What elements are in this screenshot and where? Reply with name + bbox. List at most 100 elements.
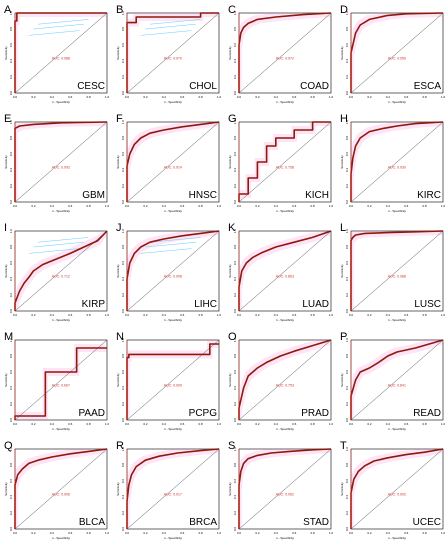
x-tick-label: 0.4 — [162, 422, 167, 426]
confidence-band — [239, 13, 331, 93]
auc-label: AUC: 0.988 — [52, 56, 70, 60]
y-tick-label: 0.2 — [345, 184, 349, 189]
y-tick-label: 1.0 — [9, 229, 13, 234]
cancer-type-label: KICH — [305, 190, 329, 201]
cancer-type-label: PRAD — [301, 408, 329, 419]
y-tick-label: 0.0 — [9, 309, 13, 314]
panel-letter: Q — [4, 440, 13, 452]
y-tick-label: 0.4 — [345, 386, 349, 391]
roc-panel-ucec: T AUC: 0.902 UCEC 0.0 0.2 0.4 0.6 0.8 1.0 0.0 0.2 0… — [340, 440, 445, 540]
roc-curve — [350, 121, 444, 202]
panel-letter: R — [116, 440, 124, 452]
x-tick-label: 0.2 — [143, 531, 148, 535]
x-tick-label: 0.8 — [87, 422, 92, 426]
x-tick-label: 0.2 — [143, 422, 148, 426]
x-axis-label: 1 - Specificity — [164, 427, 182, 431]
y-tick-label: 0.6 — [345, 261, 349, 266]
x-tick-label: 0.8 — [423, 95, 428, 99]
x-tick-label: 0.6 — [180, 204, 185, 208]
y-tick-label: 1.0 — [9, 11, 13, 16]
y-tick-label: 0.6 — [345, 43, 349, 48]
y-tick-label: 0.4 — [9, 59, 13, 64]
panel-letter: O — [228, 331, 237, 343]
cancer-type-label: ESCA — [414, 81, 442, 92]
y-tick-label: 0.2 — [233, 75, 237, 80]
reference-diagonal — [238, 230, 332, 312]
x-tick-label: 0.8 — [311, 313, 316, 317]
x-tick-label: 0.8 — [423, 313, 428, 317]
x-tick-label: 0.4 — [274, 422, 279, 426]
cancer-type-label: LUSC — [414, 299, 441, 310]
y-tick-label: 0.8 — [121, 245, 125, 250]
y-tick-label: 0.4 — [121, 59, 125, 64]
y-tick-label: 0.0 — [233, 309, 237, 314]
y-tick-label: 0.8 — [345, 27, 349, 32]
x-tick-label: 1.0 — [329, 204, 334, 208]
reference-diagonal — [350, 121, 444, 203]
cancer-type-label: KIRP — [82, 299, 106, 310]
cancer-type-label: HNSC — [189, 190, 217, 201]
cancer-type-label: BRCA — [189, 517, 217, 528]
cancer-type-label: KIRC — [417, 190, 441, 201]
x-tick-label: 0.8 — [311, 531, 316, 535]
panel-letter: E — [4, 113, 11, 125]
x-tick-label: 0.2 — [143, 204, 148, 208]
auc-label: AUC: 0.712 — [52, 274, 70, 278]
roc-curve — [238, 230, 332, 311]
panel-letter: G — [228, 113, 237, 125]
panel-letter: T — [340, 440, 347, 452]
x-tick-label: 1.0 — [105, 422, 110, 426]
y-tick-label: 0.4 — [345, 495, 349, 500]
y-tick-label: 0.8 — [9, 27, 13, 32]
x-tick-label: 0.8 — [199, 313, 204, 317]
y-tick-label: 0.6 — [233, 152, 237, 157]
y-tick-label: 0.2 — [345, 293, 349, 298]
ci-segment — [145, 23, 197, 30]
y-tick-label: 1.0 — [233, 229, 237, 234]
x-tick-label: 0.8 — [423, 204, 428, 208]
y-tick-label: 0.0 — [345, 418, 349, 423]
reference-diagonal — [350, 448, 444, 530]
roc-curve — [14, 448, 108, 529]
y-tick-label: 1.0 — [345, 229, 349, 234]
auc-label: AUC: 0.908 — [164, 274, 182, 278]
x-tick-label: 0.6 — [68, 531, 73, 535]
x-tick-label: 0.4 — [50, 95, 55, 99]
x-tick-label: 0.2 — [255, 531, 260, 535]
y-tick-label: 0.8 — [121, 27, 125, 32]
x-tick-label: 0.2 — [143, 95, 148, 99]
x-tick-label: 0.2 — [31, 204, 36, 208]
y-tick-label: 1.0 — [121, 229, 125, 234]
x-tick-label: 1.0 — [217, 531, 222, 535]
roc-panel-paad: M AUC: 0.667 PAAD 0.0 0.2 0.4 0.6 0.8 1.0 0.0 0.2 0… — [4, 331, 109, 431]
y-tick-label: 0.2 — [9, 75, 13, 80]
y-tick-label: 0.6 — [345, 370, 349, 375]
y-axis-label: Sensitivity — [116, 46, 120, 60]
y-axis-label: Sensitivity — [340, 482, 344, 496]
y-tick-label: 0.4 — [233, 168, 237, 173]
y-tick-label: 0.6 — [9, 43, 13, 48]
x-tick-label: 0.6 — [404, 422, 409, 426]
x-axis-label: 1 - Specificity — [388, 209, 406, 213]
panel-letter: B — [116, 4, 123, 16]
x-axis-label: 1 - Specificity — [276, 318, 294, 322]
roc-panel-kich: G AUC: 0.758 KICH 0.0 0.2 0.4 0.6 0.8 1.0 0.0 0.2 0… — [228, 113, 333, 213]
y-axis-label: Sensitivity — [340, 264, 344, 278]
confidence-band — [239, 231, 331, 311]
x-tick-label: 0.4 — [386, 204, 391, 208]
y-tick-label: 0.0 — [121, 527, 125, 532]
y-axis-label: Sensitivity — [228, 373, 232, 387]
y-tick-label: 0.6 — [233, 479, 237, 484]
x-tick-label: 0.8 — [87, 313, 92, 317]
y-tick-label: 0.2 — [233, 511, 237, 516]
y-axis-label: Sensitivity — [340, 46, 344, 60]
x-tick-label: 0.8 — [87, 531, 92, 535]
x-tick-label: 0.2 — [255, 204, 260, 208]
y-tick-label: 0.0 — [121, 91, 125, 96]
auc-label: AUC: 0.841 — [388, 383, 406, 387]
y-axis-label: Sensitivity — [4, 373, 8, 387]
x-tick-label: 0.0 — [349, 204, 354, 208]
x-tick-label: 1.0 — [329, 95, 334, 99]
y-tick-label: 0.2 — [9, 293, 13, 298]
ci-segment — [149, 19, 201, 25]
